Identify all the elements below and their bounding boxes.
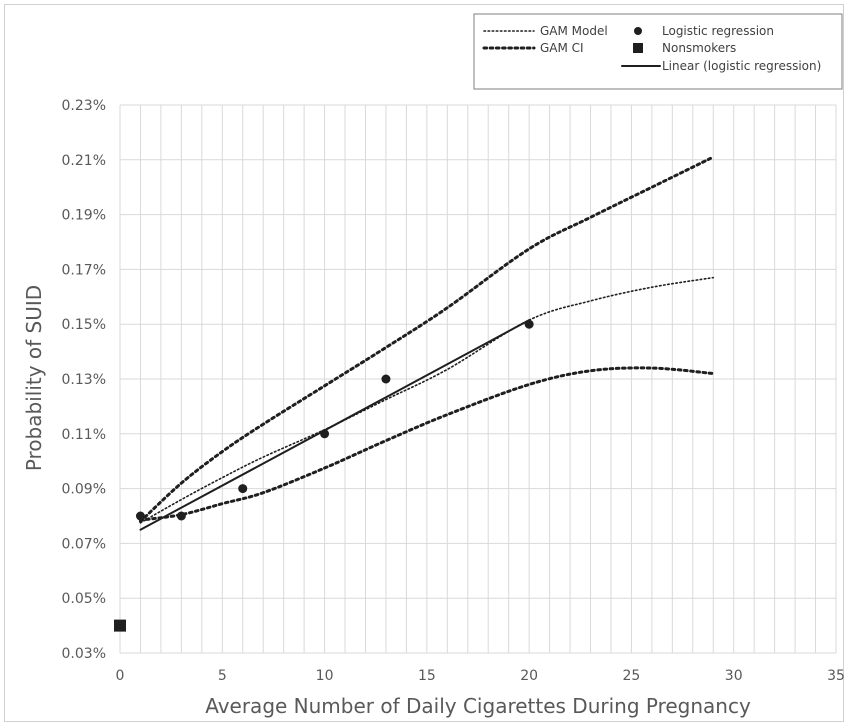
x-tick-label: 20: [520, 668, 538, 684]
x-tick-label: 30: [725, 668, 743, 684]
y-tick-label: 0.17%: [62, 262, 106, 278]
y-tick-label: 0.09%: [62, 482, 106, 498]
legend-label: Nonsmokers: [662, 41, 736, 55]
y-tick-label: 0.03%: [62, 646, 106, 662]
gam-ci-lower-line: [138, 366, 715, 522]
x-tick-label: 5: [218, 668, 227, 684]
legend-label: Logistic regression: [662, 24, 774, 38]
y-tick-label: 0.05%: [62, 591, 106, 607]
series-layer: [114, 155, 715, 632]
x-axis-title: Average Number of Daily Cigarettes Durin…: [205, 694, 751, 718]
x-tick-label: 25: [623, 668, 641, 684]
legend-label: Linear (logistic regression): [662, 59, 821, 73]
x-tick-label: 35: [827, 668, 845, 684]
legend-box: [473, 13, 843, 90]
chart-frame: [4, 4, 844, 722]
y-tick-label: 0.15%: [62, 317, 106, 333]
y-tick-label: 0.23%: [62, 98, 106, 114]
tick-labels: 0 5 10 15 20 25 30 35 0.03% 0.05% 0.07% 0.09% 0.11% 0…: [62, 98, 845, 684]
linear-trendline: [139, 319, 531, 531]
grid-layer: [119, 104, 837, 654]
y-tick-label: 0.07%: [62, 536, 106, 552]
logistic-regression-point: [381, 374, 391, 384]
y-tick-label: 0.11%: [62, 427, 106, 443]
y-tick-label: 0.13%: [62, 372, 106, 388]
y-tick-label: 0.21%: [62, 153, 106, 169]
logistic-regression-point: [176, 511, 186, 521]
legend-symbol-square: [633, 43, 643, 53]
x-tick-label: 10: [316, 668, 334, 684]
y-tick-label: 0.19%: [62, 208, 106, 224]
legend-label: GAM CI: [540, 41, 584, 55]
y-axis-title: Probability of SUID: [22, 285, 46, 471]
logistic-regression-point: [238, 484, 248, 494]
x-tick-label: 0: [116, 668, 125, 684]
legend-symbol-circle: [634, 27, 642, 35]
legend-label: GAM Model: [540, 24, 608, 38]
gam-ci-upper-line: [138, 155, 715, 523]
logistic-regression-point: [135, 511, 145, 521]
nonsmokers-point: [114, 619, 126, 632]
x-tick-label: 15: [418, 668, 436, 684]
gam-model-line: [139, 276, 715, 524]
legend: GAM Model Logistic regression GAM CI Nonsmo…: [473, 13, 843, 90]
